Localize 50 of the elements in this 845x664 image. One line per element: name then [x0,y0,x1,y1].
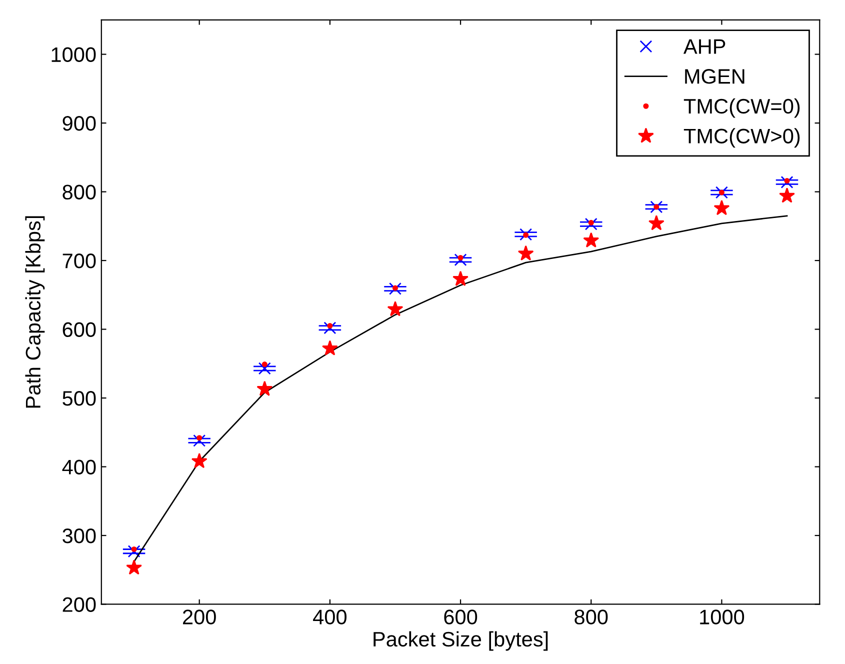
y-tick-label: 200 [62,597,96,612]
y-tick-label: 800 [62,184,96,200]
point [648,215,664,230]
point [388,282,402,295]
point [327,323,333,329]
x-tick-label: 400 [313,610,346,624]
point [324,322,336,334]
legend-label: AHP [683,39,726,54]
point [454,254,467,266]
point [588,220,594,226]
point [128,545,140,558]
point [193,434,206,447]
point [387,300,404,316]
legend-label: MGEN [685,69,744,84]
point [583,232,600,248]
y-tick-label: 1000 [52,47,96,62]
point [191,452,208,468]
point [392,285,398,291]
point [779,188,795,203]
point [584,218,598,230]
y-tick-label: 900 [62,116,96,131]
x-axis-title: Packet Size [bytes] [374,631,548,651]
point [262,362,268,368]
y-tick-label: 300 [62,528,96,544]
y-tick-label: 400 [62,460,96,475]
point [780,176,794,188]
point [256,380,273,396]
point [715,186,728,199]
point [650,200,663,214]
point [718,190,724,196]
y-tick-label: 500 [62,391,96,406]
x-tick-label: 1000 [700,610,744,624]
point [518,245,534,261]
point [126,559,142,575]
x-tick-label: 200 [183,610,216,624]
point [196,435,202,441]
y-tick-label: 700 [62,254,96,268]
y-tick-label: 600 [62,322,96,338]
point [714,200,730,216]
point [452,270,468,286]
point [458,254,464,261]
x-tick-label: 800 [574,610,608,624]
point [322,340,338,356]
legend-label: TMC(CW=0) [684,98,800,118]
y-axis-title: Path Capacity [Kbps] [25,216,45,408]
point [520,228,532,241]
point [131,546,137,552]
x-tick-label: 600 [444,610,478,624]
point [258,362,271,375]
legend-label: TMC(CW>0) [684,128,800,148]
